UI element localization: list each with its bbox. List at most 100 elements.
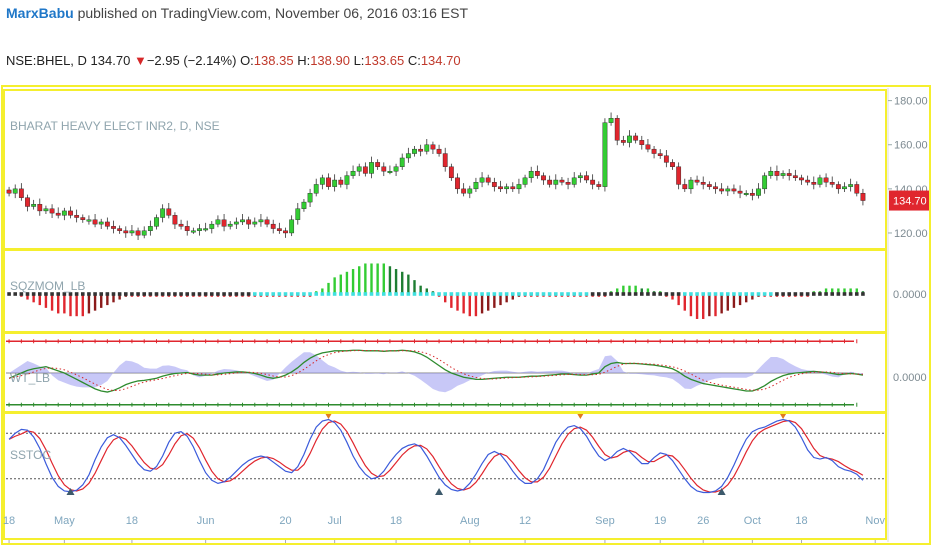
squeeze-dot-47	[295, 292, 300, 296]
squeeze-dot-109	[676, 292, 681, 296]
squeeze-dot-133	[824, 292, 828, 296]
x-tick-label-9: Sep	[595, 515, 615, 527]
wavetrend-panel[interactable]	[6, 339, 864, 407]
squeeze-momentum-panel[interactable]	[7, 263, 865, 319]
candle-95	[590, 179, 596, 185]
stoch-buy-marker-1	[435, 488, 444, 495]
squeeze-dot-119	[738, 292, 742, 296]
x-tick-label-10: 19	[654, 515, 666, 527]
squeeze-dot-106	[658, 292, 663, 296]
squeeze-dot-138	[854, 292, 859, 296]
candle-66	[412, 148, 417, 154]
candle-60	[375, 162, 381, 167]
ticker-symbol: NSE:BHEL, D	[6, 53, 87, 68]
squeeze-dot-56	[351, 292, 355, 296]
stoch-k-line	[8, 418, 864, 494]
squeeze-dot-70	[437, 292, 441, 296]
wt-title: WT_LB	[10, 371, 50, 385]
squeeze-dot-131	[811, 292, 816, 296]
price-tick-label-3: 120.00	[894, 228, 928, 240]
candle-108	[670, 162, 675, 167]
squeeze-dot-26	[166, 292, 171, 296]
candle-56	[350, 171, 356, 176]
candle-107	[663, 155, 669, 163]
candle-122	[756, 188, 761, 196]
candle-54	[338, 179, 344, 185]
candle-88	[547, 179, 553, 185]
squeeze-dot-8	[56, 292, 61, 296]
candle-36	[227, 223, 233, 227]
close-label: C:	[407, 53, 421, 68]
stoch-sell-marker-2	[780, 414, 787, 419]
squeeze-dot-93	[578, 292, 583, 296]
candle-11	[74, 215, 80, 218]
x-tick-label-13: 18	[795, 515, 807, 527]
published-text: published on TradingView.com, November 0…	[73, 5, 469, 21]
candle-113	[700, 182, 706, 185]
squeeze-dot-50	[314, 292, 319, 296]
candle-109	[676, 166, 682, 185]
candle-1	[12, 188, 18, 194]
squeeze-dot-137	[848, 292, 853, 296]
squeeze-dot-64	[400, 292, 405, 296]
squeeze-dot-48	[302, 292, 306, 296]
squeeze-dot-111	[689, 292, 693, 296]
candle-25	[160, 208, 166, 218]
x-tick-label-12: Oct	[744, 515, 761, 527]
candle-117	[725, 188, 731, 192]
squeeze-dot-38	[240, 292, 245, 296]
squeeze-dot-77	[480, 292, 484, 296]
candle-30	[190, 230, 196, 233]
candle-23	[147, 226, 153, 231]
ticker-line: NSE:BHEL, D 134.70 ▼−2.95 (−2.14%) O:138…	[6, 53, 461, 68]
price-tag-box	[889, 190, 929, 211]
candle-29	[184, 226, 190, 231]
candle-45	[283, 230, 288, 234]
candle-100	[620, 140, 626, 143]
author-link[interactable]: MarxBabu	[6, 5, 74, 21]
squeeze-dot-124	[768, 292, 773, 296]
squeeze-dot-41	[259, 292, 263, 296]
candle-37	[233, 221, 239, 225]
squeeze-dot-44	[277, 292, 282, 296]
price-tick-label-0: 180.00	[894, 96, 928, 108]
candle-92	[571, 177, 577, 185]
candle-24	[154, 217, 159, 227]
candle-50	[313, 184, 319, 194]
candle-64	[399, 157, 405, 167]
candle-133	[823, 177, 829, 183]
squeeze-dot-80	[498, 292, 503, 296]
squeeze-dot-98	[609, 292, 613, 296]
squeeze-dot-6	[44, 292, 48, 296]
candle-130	[805, 179, 811, 183]
candle-57	[356, 166, 362, 172]
panel-frame-1	[3, 249, 887, 333]
squeeze-dot-59	[369, 292, 374, 296]
candle-48	[301, 201, 307, 209]
squeeze-dot-103	[639, 292, 644, 296]
candle-74	[461, 188, 467, 194]
candle-111	[688, 179, 694, 190]
candle-7	[49, 208, 55, 214]
candle-78	[485, 177, 491, 183]
candle-13	[86, 219, 92, 222]
squeeze-dot-130	[805, 292, 810, 296]
stochastic-panel[interactable]	[6, 414, 886, 495]
candle-44	[276, 228, 282, 231]
candle-128	[792, 175, 798, 179]
candle-126	[780, 173, 786, 176]
last-price: 134.70	[90, 53, 131, 68]
candle-134	[829, 182, 835, 185]
candle-63	[393, 166, 399, 172]
candle-5	[37, 204, 43, 212]
candle-84	[522, 177, 528, 185]
squeeze-dot-34	[216, 292, 220, 296]
squeeze-dot-25	[160, 292, 165, 296]
x-tick-label-5: Jul	[328, 515, 342, 527]
candle-119	[737, 190, 743, 194]
squeeze-dot-121	[750, 292, 755, 296]
outer-frame	[1, 85, 931, 545]
squeeze-dot-40	[252, 292, 257, 296]
